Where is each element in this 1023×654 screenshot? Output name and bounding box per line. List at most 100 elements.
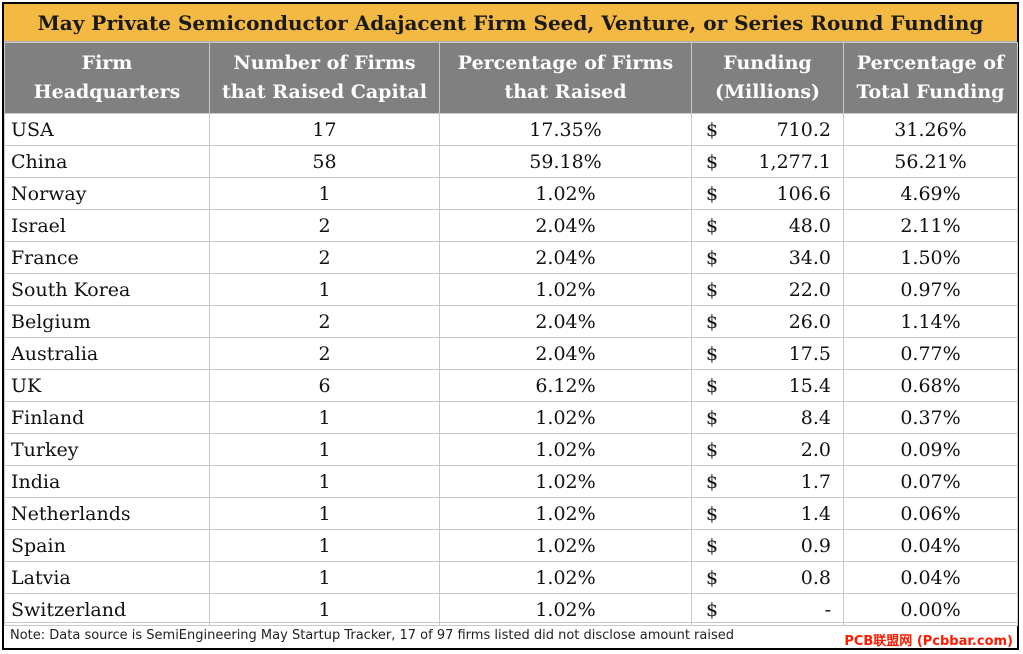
cell-funding: $1,277.1	[691, 145, 844, 178]
header-line: that Raised	[504, 81, 627, 103]
header-line: Number of Firms	[233, 52, 416, 74]
funding-amount: 0.8	[800, 566, 831, 589]
cell-percentage-funding: 0.04%	[843, 529, 1018, 562]
cell-funding: $2.0	[691, 433, 844, 466]
cell-country: UK	[4, 369, 210, 402]
cell-firm-count: 6	[209, 369, 440, 402]
currency-symbol: $	[706, 214, 719, 237]
table-row: South Korea 1 1.02% $22.0 0.97%	[4, 273, 1018, 306]
cell-firm-count: 1	[209, 561, 440, 594]
table-row: Norway 1 1.02% $106.6 4.69%	[4, 177, 1018, 210]
cell-percentage-firms: 1.02%	[439, 177, 692, 210]
cell-funding: $0.9	[691, 529, 844, 562]
table-row: France 2 2.04% $34.0 1.50%	[4, 241, 1018, 274]
funding-amount: 34.0	[788, 246, 831, 269]
cell-country: India	[4, 465, 210, 498]
funding-amount: 106.6	[776, 182, 831, 205]
cell-percentage-firms: 2.04%	[439, 305, 692, 338]
cell-country: Finland	[4, 401, 210, 434]
footnote: Note: Data source is SemiEngineering May…	[10, 628, 735, 643]
header-line: Total Funding	[856, 81, 1005, 103]
table-body: USA 17 17.35% $710.2 31.26% China 58 59.18% $1,2…	[4, 113, 1018, 626]
cell-funding: $22.0	[691, 273, 844, 306]
table-header: Firm Headquarters Number of Firms that R…	[4, 42, 1018, 114]
cell-firm-count: 17	[209, 113, 440, 146]
cell-percentage-funding: 0.09%	[843, 433, 1018, 466]
cell-percentage-funding: 0.07%	[843, 465, 1018, 498]
table-row: Israel 2 2.04% $48.0 2.11%	[4, 209, 1018, 242]
cell-percentage-funding: 0.37%	[843, 401, 1018, 434]
cell-percentage-firms: 1.02%	[439, 273, 692, 306]
currency-symbol: $	[706, 406, 719, 429]
cell-country: Australia	[4, 337, 210, 370]
cell-firm-count: 58	[209, 145, 440, 178]
header-row: Firm Headquarters Number of Firms that R…	[4, 42, 1018, 114]
table-row: Turkey 1 1.02% $2.0 0.09%	[4, 433, 1018, 466]
currency-symbol: $	[706, 534, 719, 557]
cell-percentage-funding: 1.14%	[843, 305, 1018, 338]
funding-amount: -	[824, 598, 831, 621]
header-line: that Raised Capital	[222, 81, 427, 103]
header-funding: Funding (Millions)	[691, 42, 844, 114]
cell-firm-count: 1	[209, 497, 440, 530]
cell-percentage-funding: 0.00%	[843, 593, 1018, 626]
cell-firm-count: 1	[209, 177, 440, 210]
header-percentage-of-total-funding: Percentage of Total Funding	[843, 42, 1018, 114]
currency-symbol: $	[706, 310, 719, 333]
cell-country: Latvia	[4, 561, 210, 594]
table-row: Netherlands 1 1.02% $1.4 0.06%	[4, 497, 1018, 530]
cell-country: Belgium	[4, 305, 210, 338]
table-row: Australia 2 2.04% $17.5 0.77%	[4, 337, 1018, 370]
cell-firm-count: 1	[209, 273, 440, 306]
currency-symbol: $	[706, 502, 719, 525]
cell-firm-count: 2	[209, 337, 440, 370]
table-row: China 58 59.18% $1,277.1 56.21%	[4, 145, 1018, 178]
note-divider	[4, 622, 1017, 623]
funding-table: Firm Headquarters Number of Firms that R…	[4, 42, 1018, 626]
currency-symbol: $	[706, 566, 719, 589]
currency-symbol: $	[706, 182, 719, 205]
header-percentage-of-firms: Percentage of Firms that Raised	[439, 42, 692, 114]
cell-funding: $17.5	[691, 337, 844, 370]
cell-country: South Korea	[4, 273, 210, 306]
cell-percentage-funding: 0.06%	[843, 497, 1018, 530]
header-line: Firm	[81, 52, 133, 74]
watermark-text: PCB联盟网 (Pcbbar.com)	[844, 634, 1013, 649]
cell-percentage-firms: 2.04%	[439, 241, 692, 274]
header-line: Percentage of	[856, 52, 1005, 74]
cell-funding: $710.2	[691, 113, 844, 146]
cell-percentage-funding: 56.21%	[843, 145, 1018, 178]
cell-country: China	[4, 145, 210, 178]
cell-percentage-firms: 1.02%	[439, 433, 692, 466]
header-line: Headquarters	[33, 81, 181, 103]
cell-funding: $15.4	[691, 369, 844, 402]
funding-amount: 2.0	[800, 438, 831, 461]
cell-percentage-funding: 0.68%	[843, 369, 1018, 402]
cell-firm-count: 2	[209, 241, 440, 274]
currency-symbol: $	[706, 374, 719, 397]
cell-firm-count: 1	[209, 401, 440, 434]
funding-amount: 48.0	[788, 214, 831, 237]
table-row: Latvia 1 1.02% $0.8 0.04%	[4, 561, 1018, 594]
currency-symbol: $	[706, 118, 719, 141]
header-line: Funding	[723, 52, 812, 74]
cell-country: Norway	[4, 177, 210, 210]
cell-percentage-firms: 1.02%	[439, 593, 692, 626]
funding-amount: 1,277.1	[758, 150, 831, 173]
cell-percentage-firms: 2.04%	[439, 337, 692, 370]
cell-country: Israel	[4, 209, 210, 242]
cell-percentage-funding: 0.97%	[843, 273, 1018, 306]
currency-symbol: $	[706, 438, 719, 461]
cell-funding: $34.0	[691, 241, 844, 274]
cell-funding: $8.4	[691, 401, 844, 434]
cell-percentage-funding: 2.11%	[843, 209, 1018, 242]
table-row: India 1 1.02% $1.7 0.07%	[4, 465, 1018, 498]
cell-funding: $26.0	[691, 305, 844, 338]
cell-funding: $1.7	[691, 465, 844, 498]
cell-country: USA	[4, 113, 210, 146]
cell-percentage-funding: 31.26%	[843, 113, 1018, 146]
cell-percentage-funding: 0.04%	[843, 561, 1018, 594]
currency-symbol: $	[706, 150, 719, 173]
cell-percentage-firms: 17.35%	[439, 113, 692, 146]
table-row: Belgium 2 2.04% $26.0 1.14%	[4, 305, 1018, 338]
